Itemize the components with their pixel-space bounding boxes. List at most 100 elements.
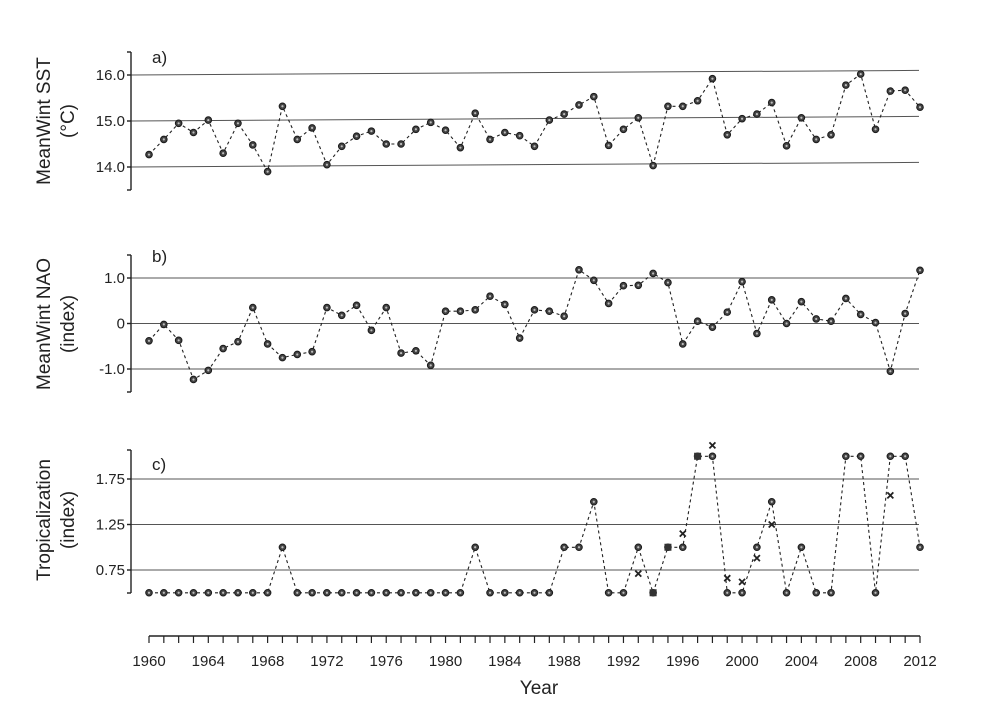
panel-c-data-point-center <box>370 591 373 594</box>
panel-c-square-marker <box>649 589 657 597</box>
x-tick-label: 1960 <box>132 653 165 670</box>
panel-b-data-point-center <box>281 356 284 359</box>
panel-a-trend-line <box>130 69 920 76</box>
panel-c-data-point-center <box>829 591 833 594</box>
panel-a-data-point-center <box>459 146 462 149</box>
panel-c-data-point-center <box>918 546 922 549</box>
panel-c-x-marker <box>634 570 642 578</box>
panel-c-data-point-center <box>488 591 492 594</box>
x-tick-label: 2000 <box>725 653 758 670</box>
panel-b-data-point-center <box>340 314 343 317</box>
panel-a-label: a) <box>152 48 167 67</box>
panel-a-y-axis-title-line1: MeanWint SST <box>34 57 55 185</box>
x-tick-label: 2012 <box>903 653 936 670</box>
panel-c-data-point-center <box>874 591 877 594</box>
x-tick-label: 1976 <box>370 653 403 670</box>
panel-a-data-point-center <box>755 113 759 116</box>
panel-a-data-point-center <box>251 143 254 147</box>
panel-a-data-point-center <box>577 103 581 106</box>
panel-a-data-point-center <box>637 116 640 119</box>
panel-b-data-point-center <box>474 308 477 311</box>
panel-b-data-point-center <box>740 280 744 283</box>
panel-c-data-point-center <box>622 591 625 594</box>
panel-b-data-point-center <box>310 350 314 353</box>
panel-b-data-point-center <box>459 310 462 313</box>
x-tick-label: 2004 <box>785 653 818 670</box>
panel-c-data-point-center <box>607 591 610 594</box>
panel-a-data-point-center <box>355 135 358 138</box>
panel-b-data-point-center <box>177 339 180 342</box>
panel-a-data-point-center <box>889 90 892 93</box>
panel-a-data-point-center <box>859 72 862 76</box>
panel-a-data-point-center <box>414 128 417 131</box>
panel-b-data-point-center <box>236 340 240 343</box>
panel-b-data-point-center <box>696 320 699 323</box>
panel-c-x-marker <box>768 520 776 529</box>
panel-a-data-point-center <box>177 122 180 125</box>
panel-a-data-point-center <box>770 101 773 104</box>
x-tick-label: 1980 <box>429 653 462 670</box>
panel-c-data-point-center <box>355 591 358 594</box>
panel-b-data-point-center <box>637 284 640 287</box>
x-tick-label: 1968 <box>251 653 284 670</box>
panel-b-data-point-center <box>652 272 655 275</box>
panel-c-data-point-center <box>815 591 818 594</box>
panel-a-data-point-center <box>918 106 922 109</box>
panel-a-y-tick-label: 16.0 <box>96 67 125 84</box>
panel-a-data-point-center <box>192 131 195 134</box>
panel-b-data-point-center <box>207 369 210 372</box>
panel-a-data-point-center <box>844 84 847 87</box>
panel-a-data-point-center <box>800 116 803 119</box>
panel-a-data-point-center <box>296 138 299 141</box>
panel-b-data-point-center <box>296 353 299 356</box>
panel-a-data-point-center <box>607 144 610 147</box>
panel-c-y-axis-title-line2: (index) <box>58 491 79 549</box>
panel-c-data-point-center <box>755 546 759 549</box>
panel-a-y-tick-label: 14.0 <box>96 159 125 176</box>
panel-c-data-point-center <box>859 455 862 458</box>
panel-c-data-point-center <box>222 591 225 594</box>
panel-c-data-point-center <box>592 500 595 503</box>
panel-c-data-point-center <box>281 546 284 549</box>
panel-c-data-point-center <box>904 455 907 458</box>
panel-b-data-point-center <box>518 336 521 340</box>
panel-c-x-marker <box>886 491 894 500</box>
x-tick-label: 1972 <box>310 653 343 670</box>
panel-b-data-point-center <box>399 351 403 355</box>
panel-a-data-point-center <box>904 89 907 92</box>
panel-c-data-point-center <box>399 591 403 594</box>
panel-c-data-point-center <box>637 546 640 549</box>
panel-a-data-point-center <box>518 134 521 137</box>
panel-c-square-marker <box>694 452 702 460</box>
panel-b-series-line <box>148 268 921 381</box>
panel-a-data-point-center <box>162 138 165 141</box>
x-tick-label: 1964 <box>192 653 225 670</box>
panel-c-data-point-center <box>503 591 506 594</box>
panel-b-data-point-center <box>488 295 492 298</box>
panel-a-data-point-center <box>592 95 595 98</box>
panel-a-series-line <box>148 73 921 174</box>
panel-a-data-point-center <box>874 128 877 131</box>
panel-a-data-point-center <box>370 130 373 133</box>
panel-c-data-point-center <box>533 591 536 594</box>
panel-b-data-point-center <box>429 364 432 367</box>
panel-b-data-point-center <box>577 268 581 271</box>
panel-b-data-point-center <box>222 347 225 350</box>
panel-c-data-point-center <box>474 546 477 549</box>
panel-c-data-point-center <box>266 591 269 594</box>
panel-b-data-point-center <box>325 306 329 309</box>
panel-a-data-point-center <box>740 117 744 120</box>
panel-a-data-point-center <box>681 105 684 108</box>
panel-b-data-point-center <box>385 306 388 309</box>
x-axis-title: Year <box>520 678 559 699</box>
panel-c-y-tick-label: 1.25 <box>96 517 125 534</box>
panel-b-data-point-center <box>355 304 358 307</box>
panel-b-data-point-center <box>829 320 833 323</box>
panel-c-data-point-center <box>207 591 210 594</box>
panel-b-data-point-center <box>770 298 773 301</box>
panel-c-x-marker <box>723 574 731 582</box>
panel-b-data-point-center <box>755 332 759 335</box>
panel-a-data-point-center <box>652 164 655 167</box>
panel-a-trend-line <box>130 115 920 122</box>
